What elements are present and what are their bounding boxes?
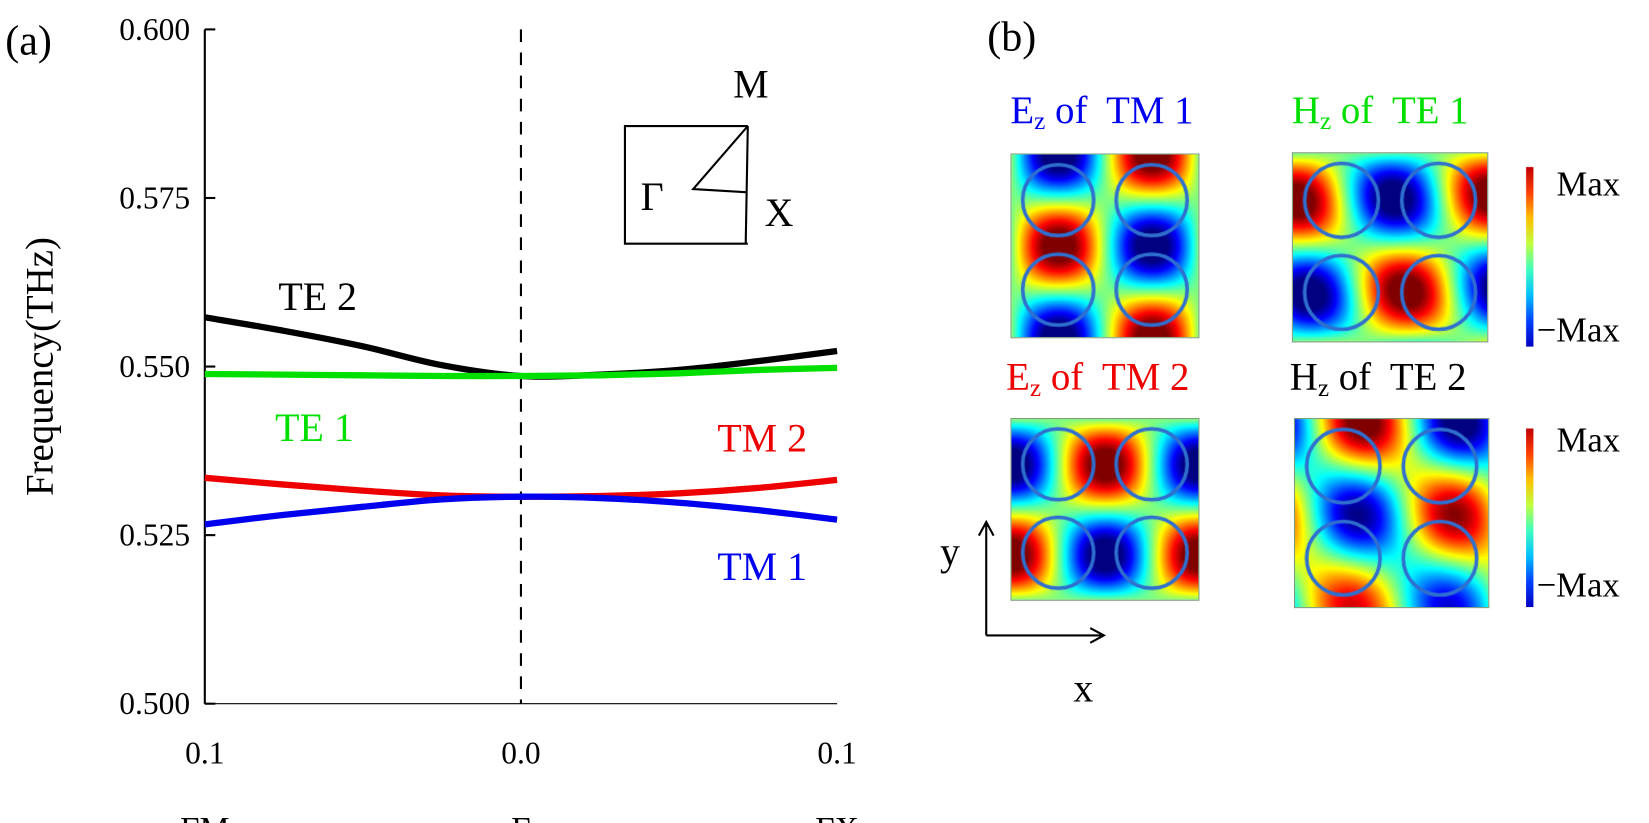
y-axis-arrow-label: y — [940, 529, 960, 574]
colorbar-bottom-min: −Max — [1536, 567, 1620, 605]
y-tick-label: 0.600 — [119, 12, 190, 47]
x-axis-arrow-label: x — [1073, 666, 1093, 711]
inset-label-x: X — [765, 190, 794, 235]
x-point-label: ΓX — [815, 811, 859, 823]
band-curve-tm1 — [204, 493, 838, 528]
mode-name: TE 2 — [1389, 356, 1467, 400]
field-subscript: z — [1317, 374, 1330, 403]
xy-axes-indicator: y x — [940, 519, 1107, 711]
y-tick-label: 0.500 — [119, 686, 190, 721]
x-tick-label: 0.0 — [501, 736, 540, 771]
x-point-label: ΓM — [180, 811, 229, 823]
of-word: of — [1050, 356, 1084, 400]
x-tick-label: 0.1 — [185, 736, 224, 771]
y-axis-label: Frequency(THz) — [19, 237, 62, 496]
of-word: of — [1340, 89, 1374, 133]
x-arrow — [986, 627, 1107, 644]
colorbar-top — [1526, 166, 1534, 347]
colorbar-bottom — [1526, 428, 1534, 608]
map-title-te1: Hz of TE 1 — [1292, 88, 1469, 136]
x-tick-label: 0.1 — [817, 736, 856, 771]
y-tick-label: 0.550 — [119, 349, 190, 384]
y-arrow — [977, 519, 995, 636]
map-title-te2: Hz of TE 2 — [1290, 355, 1467, 403]
map-title-tm2: Ez of TM 2 — [1006, 355, 1189, 403]
label-te2: TE 2 — [278, 274, 357, 319]
map-title-tm1: Ez of TM 1 — [1010, 88, 1193, 136]
y-tick-label: 0.575 — [119, 180, 190, 215]
mode-name: TM 1 — [1106, 89, 1194, 133]
label-te1: TE 1 — [275, 405, 354, 450]
field-map-ez-tm2 — [1010, 418, 1200, 601]
band-curve-te1 — [204, 364, 838, 380]
x-point-label: Γ — [511, 811, 530, 823]
mode-name: TE 1 — [1391, 89, 1469, 133]
of-word: of — [1338, 356, 1372, 400]
field-subscript: z — [1034, 108, 1046, 136]
colorbar-bottom-max: Max — [1556, 422, 1621, 461]
bz-irreducible-wedge — [691, 125, 749, 244]
inset-label-m: M — [733, 62, 768, 107]
panel-a-label: (a) — [5, 19, 52, 65]
label-tm2: TM 2 — [717, 416, 807, 461]
bz-square — [623, 124, 748, 245]
colorbar-top-min: −Max — [1536, 311, 1620, 350]
field-symbol: H — [1291, 89, 1320, 133]
label-tm1: TM 1 — [717, 544, 807, 589]
field-symbol: E — [1006, 356, 1030, 400]
y-tick-label: 0.525 — [119, 518, 190, 553]
field-map-hz-te1 — [1291, 152, 1489, 343]
field-subscript: z — [1029, 374, 1042, 403]
field-subscript: z — [1319, 108, 1332, 136]
colorbar-top-max: Max — [1556, 165, 1621, 204]
brillouin-zone-inset: M Γ X — [623, 62, 794, 245]
field-map-ez-tm1 — [1010, 153, 1200, 339]
of-word: of — [1055, 89, 1088, 133]
field-symbol: E — [1010, 89, 1035, 133]
field-map-hz-te2 — [1293, 418, 1490, 609]
panel-b-label: (b) — [987, 14, 1036, 60]
inset-label-gamma: Γ — [641, 174, 664, 219]
mode-name: TM 2 — [1101, 356, 1190, 400]
field-symbol: H — [1289, 356, 1318, 400]
